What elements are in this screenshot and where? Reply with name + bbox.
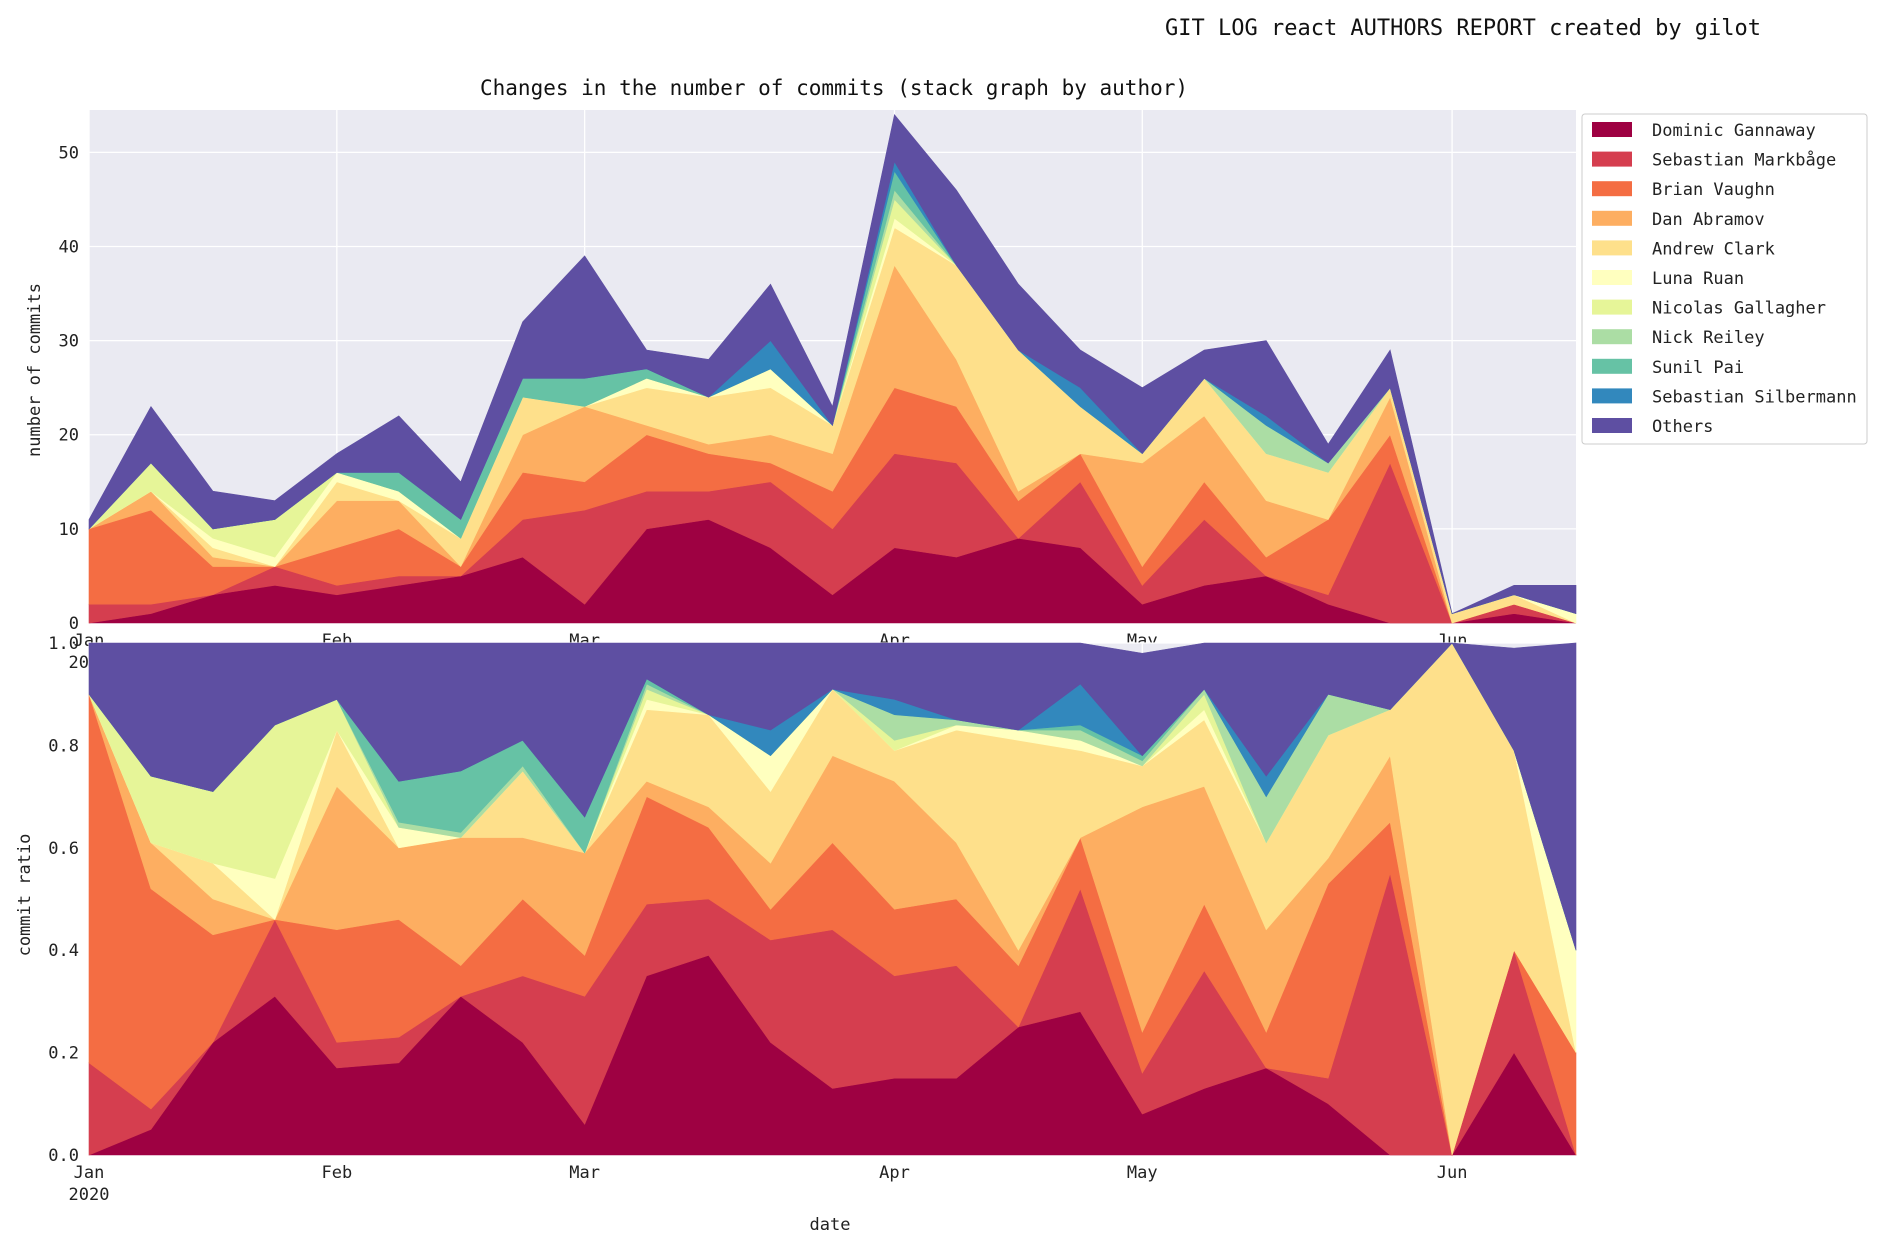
legend-swatch: [1592, 299, 1632, 315]
top-chart-title: Changes in the number of commits (stack …: [480, 76, 1188, 100]
legend-swatch: [1592, 181, 1632, 197]
top-y-axis-label: number of commits: [25, 283, 45, 457]
x-tick-label: Feb: [321, 1163, 352, 1183]
commit-count-stack-plot: 01020304050Jan2020FebMarAprMayJun: [59, 110, 1577, 673]
suptitle: GIT LOG react AUTHORS REPORT created by …: [1165, 16, 1761, 41]
legend-frame: [1581, 113, 1868, 445]
x-tick-label: May: [1127, 1163, 1158, 1183]
legend-label: Dominic Gannaway: [1652, 121, 1816, 141]
y-tick-label: 40: [59, 237, 79, 257]
legend-label: Luna Ruan: [1652, 269, 1744, 289]
y-tick-label: 0.6: [48, 839, 79, 859]
legend-swatch: [1592, 210, 1632, 226]
x-axis-label: date: [810, 1215, 851, 1235]
area-others: [88, 114, 1577, 615]
legend-label: Brian Vaughn: [1652, 180, 1775, 200]
bottom-y-axis-label: commit ratio: [15, 834, 35, 957]
legend-swatch: [1592, 122, 1632, 137]
legend: Dominic Gannaway Sebastian Markbåge Brian …: [1581, 113, 1868, 445]
x-tick-label: Jun: [1437, 1163, 1468, 1183]
y-tick-label: 20: [59, 426, 79, 446]
legend-label: Sebastian Markbåge: [1652, 150, 1836, 171]
legend-label: Nicolas Gallagher: [1652, 299, 1826, 319]
legend-label: Sebastian Silbermann: [1652, 387, 1857, 407]
x-tick-sublabel: 2020: [69, 1185, 110, 1205]
legend-label: Andrew Clark: [1652, 239, 1775, 259]
legend-swatch: [1592, 358, 1632, 374]
legend-swatch: [1592, 270, 1632, 285]
y-tick-label: 30: [59, 332, 79, 352]
legend-label: Nick Reiley: [1652, 328, 1765, 348]
legend-swatch: [1592, 329, 1632, 345]
legend-swatch: [1592, 151, 1632, 167]
y-tick-label: 0.0: [48, 1146, 79, 1166]
y-tick-label: 0: [69, 614, 79, 634]
y-tick-label: 0.2: [48, 1044, 79, 1064]
legend-label: Dan Abramov: [1652, 210, 1765, 230]
legend-swatch: [1592, 418, 1632, 433]
x-tick-label: Jan: [74, 1163, 105, 1183]
legend-swatch: [1592, 388, 1632, 404]
y-tick-label: 50: [59, 143, 79, 163]
y-tick-label: 10: [59, 520, 79, 540]
x-tick-label: Apr: [879, 1163, 910, 1183]
y-tick-label: 1.0: [48, 634, 79, 654]
y-tick-label: 0.8: [48, 736, 79, 756]
area-others: [88, 642, 1577, 951]
legend-swatch: [1592, 240, 1632, 256]
y-tick-label: 0.4: [48, 941, 79, 961]
x-tick-label: Mar: [569, 1163, 600, 1183]
legend-label: Sunil Pai: [1652, 358, 1744, 378]
legend-label: Others: [1652, 417, 1713, 437]
